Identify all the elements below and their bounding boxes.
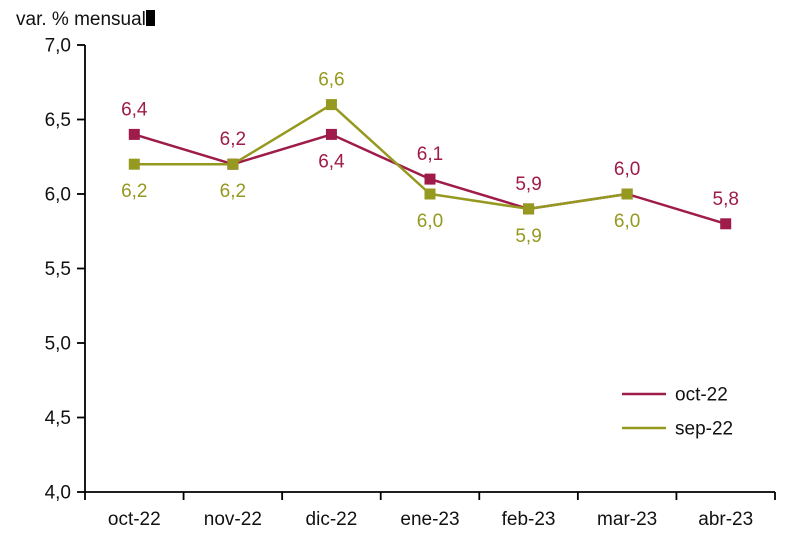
y-tick-label: 4,5 <box>45 408 71 429</box>
data-point-sep-22 <box>325 99 337 111</box>
x-tick-label: mar-23 <box>597 509 657 530</box>
data-point-sep-22 <box>424 188 436 200</box>
data-label-oct-22: 6,2 <box>220 129 246 150</box>
data-label-oct-22: 6,1 <box>417 144 443 165</box>
data-label-sep-22: 5,9 <box>515 226 541 247</box>
x-tick-label: nov-22 <box>204 509 262 530</box>
x-tick-label: abr-23 <box>698 509 753 530</box>
title-artifact-square <box>146 10 155 26</box>
y-tick-label: 5,5 <box>45 259 71 280</box>
legend-label-oct-22: oct-22 <box>675 385 728 406</box>
data-point-oct-22 <box>720 218 732 230</box>
data-label-oct-22: 5,8 <box>713 189 739 210</box>
data-point-sep-22 <box>227 158 239 170</box>
data-label-oct-22: 6,0 <box>614 159 640 180</box>
data-label-sep-22: 6,6 <box>318 70 344 91</box>
data-label-sep-22: 6,2 <box>121 181 147 202</box>
x-tick-label: ene-23 <box>400 509 459 530</box>
data-label-sep-22: 6,2 <box>220 181 246 202</box>
x-tick-label: feb-23 <box>502 509 556 530</box>
y-tick-label: 6,5 <box>45 110 71 131</box>
data-label-oct-22: 6,4 <box>318 151 345 172</box>
y-tick-label: 7,0 <box>45 36 71 57</box>
data-label-sep-22: 6,0 <box>614 211 640 232</box>
series-line-sep-22 <box>134 103 628 211</box>
y-tick-label: 4,0 <box>45 483 71 504</box>
chart-title: var. % mensual <box>16 9 146 30</box>
y-tick-label: 5,0 <box>45 334 71 355</box>
data-point-oct-22 <box>424 173 436 185</box>
data-point-sep-22 <box>128 158 140 170</box>
x-tick-label: dic-22 <box>306 509 358 530</box>
legend-label-sep-22: sep-22 <box>675 419 733 440</box>
data-point-oct-22 <box>128 128 140 140</box>
x-tick-label: oct-22 <box>108 509 161 530</box>
data-label-oct-22: 5,9 <box>515 174 541 195</box>
data-point-sep-22 <box>621 188 633 200</box>
data-label-sep-22: 6,0 <box>417 211 443 232</box>
data-point-oct-22 <box>325 128 337 140</box>
data-label-oct-22: 6,4 <box>121 99 148 120</box>
data-point-sep-22 <box>523 203 535 215</box>
plot-area: 4,0 4,5 5,0 5,5 6,0 6,5 7,0 oct-22 nov-22 dic-22 e… <box>45 36 776 530</box>
y-tick-label: 6,0 <box>45 185 71 206</box>
